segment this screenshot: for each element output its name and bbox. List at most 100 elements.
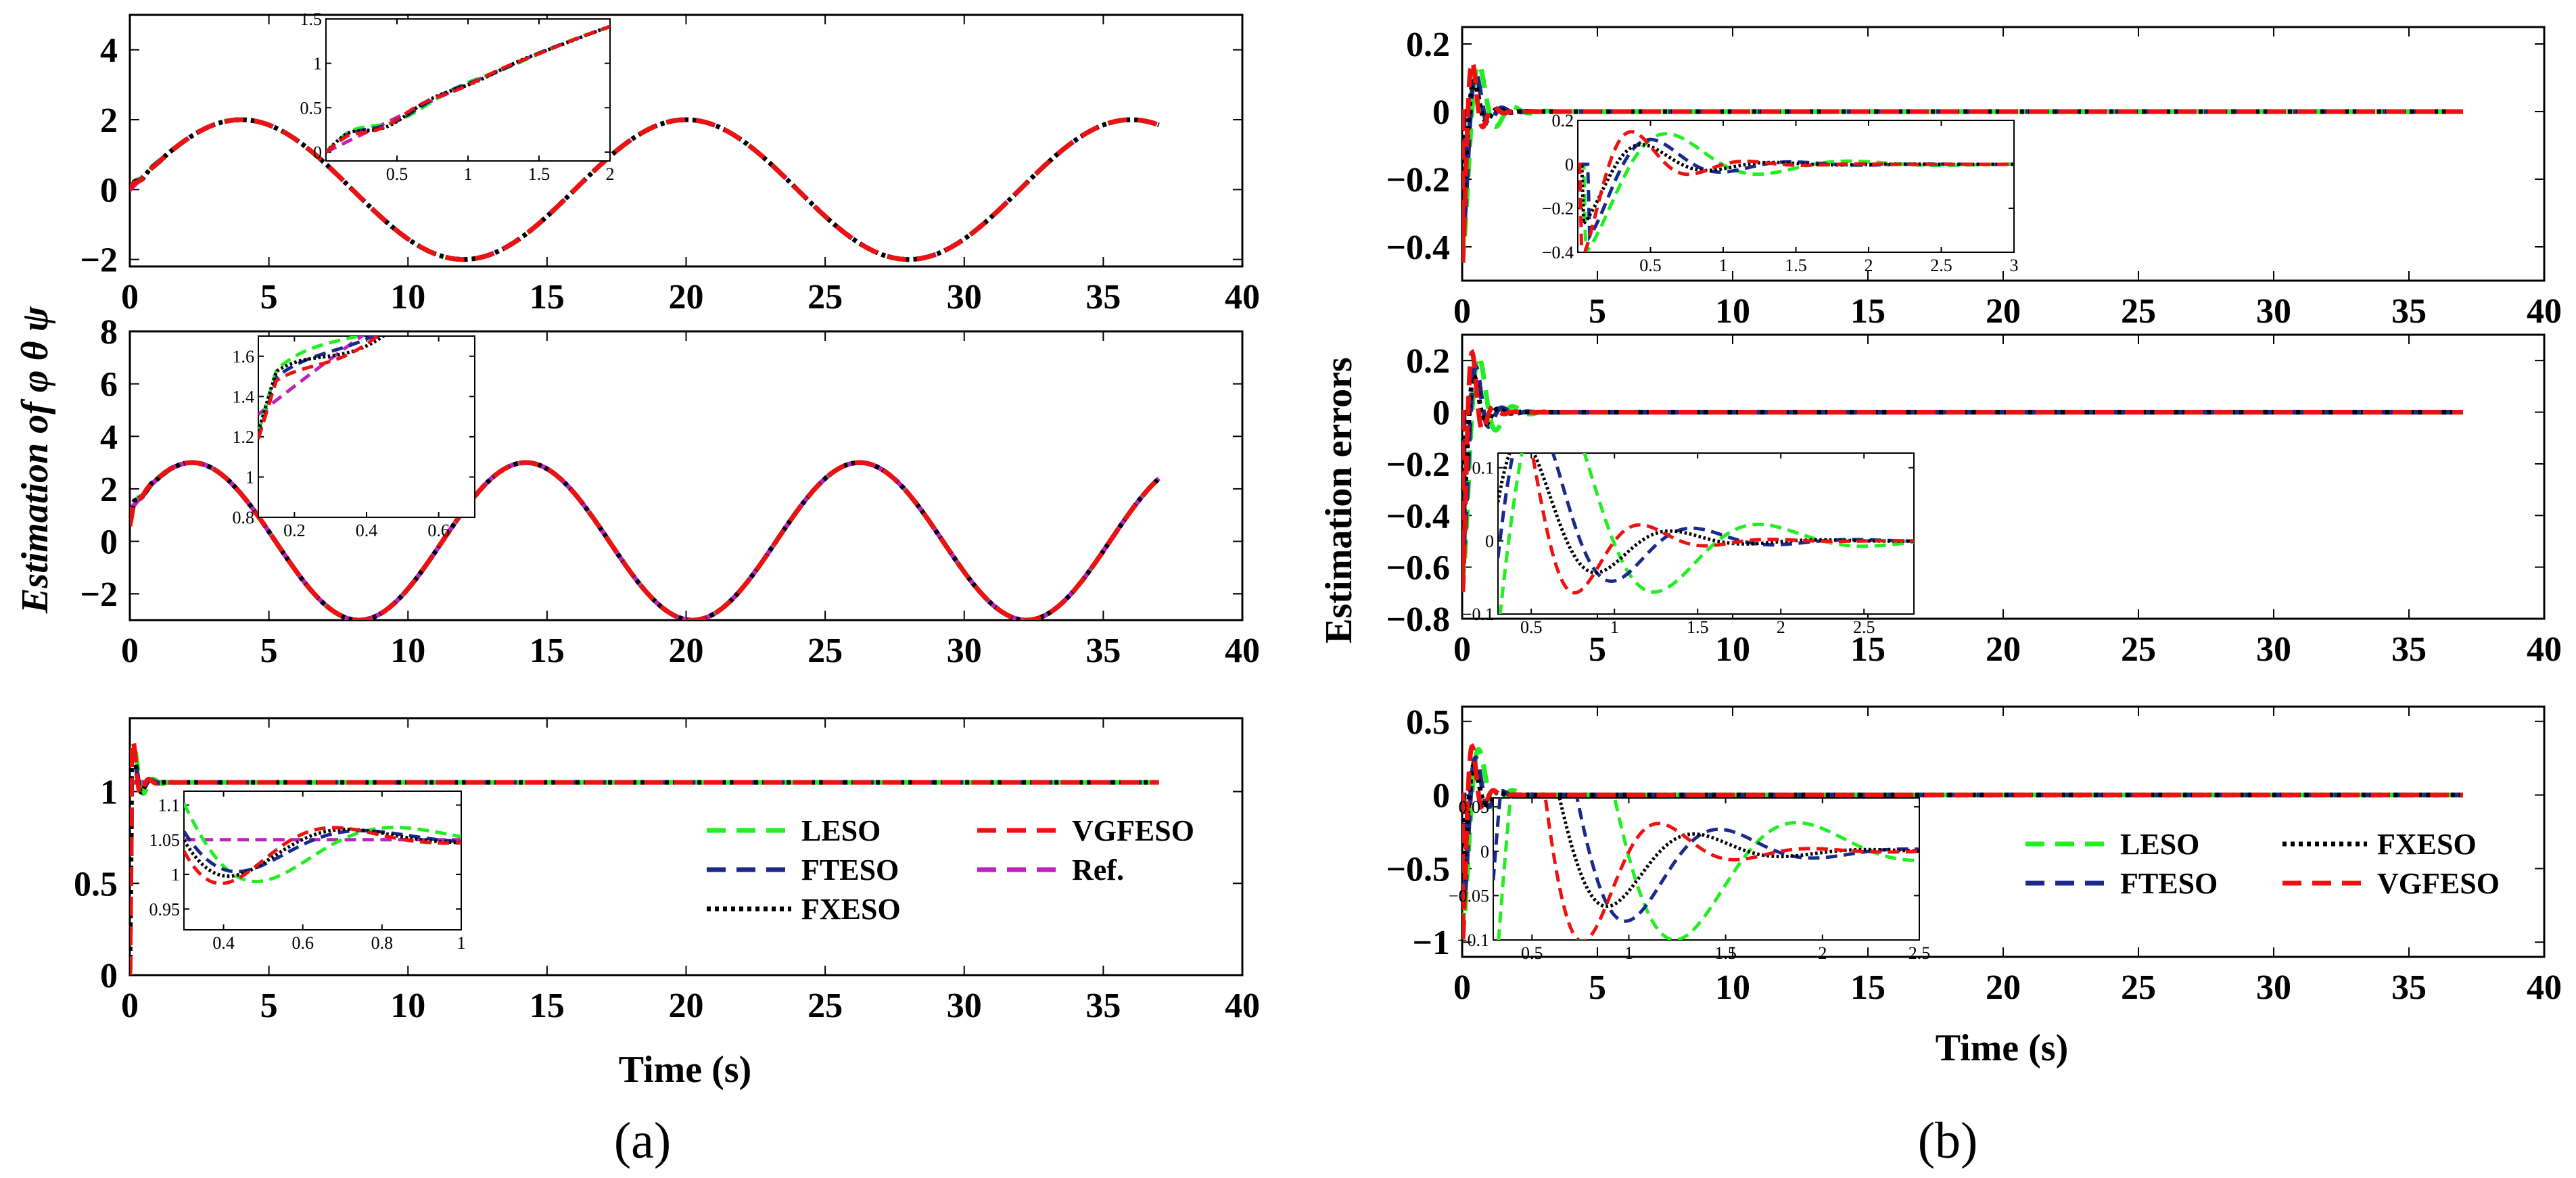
y-tick-label: −0.4 xyxy=(1386,497,1450,536)
y-tick-label: 1.2 xyxy=(233,427,255,447)
x-tick-label: 30 xyxy=(2256,292,2291,331)
x-tick-label: 2 xyxy=(1818,943,1827,963)
y-tick-label: 0 xyxy=(1432,93,1450,132)
x-tick-label: 2 xyxy=(606,164,615,184)
y-tick-label: 0 xyxy=(100,523,118,562)
x-tick-label: 20 xyxy=(1986,292,2021,331)
y-tick-label: 0 xyxy=(313,143,322,162)
axes-frame xyxy=(1577,120,2015,253)
x-tick-label: 0 xyxy=(121,987,139,1025)
x-tick-label: 1.5 xyxy=(528,164,551,184)
x-tick-label: 1 xyxy=(457,933,466,953)
y-tick-label: 1 xyxy=(245,467,254,487)
y-tick-label: 0 xyxy=(1432,394,1450,433)
y-tick-label: 1 xyxy=(313,54,322,74)
legend-label-fxeso: FXESO xyxy=(801,893,901,926)
x-tick-label: 35 xyxy=(1085,278,1121,316)
y-tick-label: 0.5 xyxy=(300,98,323,118)
x-tick-label: 40 xyxy=(1225,632,1260,670)
x-tick-label: 25 xyxy=(2121,968,2156,1007)
y-tick-label: −0.5 xyxy=(1386,850,1450,889)
legend-label-fxeso: FXESO xyxy=(2377,828,2477,861)
x-tick-label: 0.6 xyxy=(291,933,314,953)
x-tick-label: 2.5 xyxy=(1908,943,1931,963)
x-tick-label: 0 xyxy=(1453,968,1471,1007)
series-fteso-line xyxy=(1578,137,2014,242)
x-tick-label: 0 xyxy=(121,278,139,316)
x-tick-label: 2 xyxy=(1865,256,1873,275)
x-tick-label: 10 xyxy=(390,278,425,316)
legend-label-fteso: FTESO xyxy=(801,853,899,887)
ylabel-a: Estimation of φ θ ψ xyxy=(14,306,56,614)
series-vgfeso-line xyxy=(1462,348,2463,592)
x-tick-label: 1.5 xyxy=(1687,617,1709,637)
inset-a3: 0.4 0.6 0.8 1 0.95 1 1.05 1.1 xyxy=(149,791,466,953)
x-tick-label: 0.2 xyxy=(283,521,306,540)
axes-frame xyxy=(183,791,462,930)
series-fxeso-line xyxy=(258,336,387,432)
x-tick-label: 35 xyxy=(1085,987,1121,1025)
y-tick-label: 0.2 xyxy=(1552,111,1574,131)
inset-b3: 0.5 1 1.5 2 2.5 −0.1 −0.05 0 0.05 xyxy=(1449,797,1931,963)
x-tick-label: 25 xyxy=(807,987,843,1025)
x-tick-label: 0.6 xyxy=(427,521,450,540)
y-tick-label: 1 xyxy=(100,774,118,812)
x-tick-label: 10 xyxy=(390,632,425,670)
y-tick-label: 0 xyxy=(100,171,118,210)
series-leso-line xyxy=(1498,453,1914,614)
x-tick-label: 0 xyxy=(1453,630,1471,669)
x-tick-label: 15 xyxy=(1850,630,1886,669)
x-tick-label: 25 xyxy=(2121,630,2156,669)
y-tick-label: 0 xyxy=(1432,777,1450,816)
y-tick-label: 0 xyxy=(1565,155,1574,174)
y-tick-label: 1.4 xyxy=(233,387,255,406)
x-tick-label: 20 xyxy=(669,632,704,670)
x-tick-label: 5 xyxy=(1589,968,1606,1007)
y-tick-label: 0 xyxy=(1480,842,1489,862)
x-tick-label: 1 xyxy=(1719,256,1728,275)
y-tick-label: −0.2 xyxy=(1542,199,1574,218)
y-tick-label: −0.6 xyxy=(1386,549,1450,588)
y-tick-label: 0.95 xyxy=(149,899,181,919)
x-tick-label: 1.5 xyxy=(1785,256,1807,275)
x-tick-label: 0 xyxy=(121,632,139,670)
y-tick-label: 0.05 xyxy=(1459,797,1490,817)
panel-a3: 0 5 10 15 20 25 30 35 40 0 0.5 1 xyxy=(74,717,1260,1025)
x-tick-label: 3 xyxy=(2010,256,2019,275)
x-tick-label: 30 xyxy=(2256,968,2291,1007)
y-tick-label: 8 xyxy=(100,313,118,352)
y-tick-label: 0.2 xyxy=(1406,26,1450,64)
series-leso-line xyxy=(1497,798,1919,940)
x-tick-label: 15 xyxy=(1850,292,1886,331)
x-tick-label: 25 xyxy=(2121,292,2156,331)
x-tick-label: 25 xyxy=(807,278,843,316)
y-tick-label: −1 xyxy=(1412,924,1450,962)
legend-label-ref: Ref. xyxy=(1072,853,1124,887)
series-vgfeso-line xyxy=(1462,743,2463,942)
x-tick-label: 0.5 xyxy=(1639,256,1662,275)
x-tick-label: 30 xyxy=(2256,630,2291,669)
y-tick-label: −0.1 xyxy=(1457,930,1489,950)
inset-a2: 0.2 0.4 0.6 0.8 1 1.2 1.4 1.6 xyxy=(233,335,475,540)
x-tick-label: 0.8 xyxy=(371,933,394,953)
legend-label-vgfeso: VGFESO xyxy=(2377,867,2500,900)
xlabel-b: Time (s) xyxy=(1936,1027,2069,1069)
axes-frame xyxy=(258,335,475,518)
y-tick-label: 2 xyxy=(100,101,118,140)
x-tick-label: 2 xyxy=(1777,617,1785,637)
y-tick-label: 4 xyxy=(100,418,118,456)
x-tick-label: 20 xyxy=(669,987,704,1025)
x-tick-label: 10 xyxy=(1715,292,1750,331)
x-tick-label: 5 xyxy=(260,987,278,1025)
x-tick-label: 0 xyxy=(1453,292,1471,331)
x-tick-label: 30 xyxy=(947,632,982,670)
y-tick-label: −0.2 xyxy=(1386,161,1450,199)
x-tick-label: 40 xyxy=(1225,278,1260,316)
x-tick-label: 1 xyxy=(1610,617,1619,637)
xlabel-a: Time (s) xyxy=(619,1049,752,1091)
x-tick-label: 0.4 xyxy=(212,933,235,953)
axes-frame xyxy=(1493,797,1920,941)
x-tick-label: 0.5 xyxy=(1521,943,1543,963)
